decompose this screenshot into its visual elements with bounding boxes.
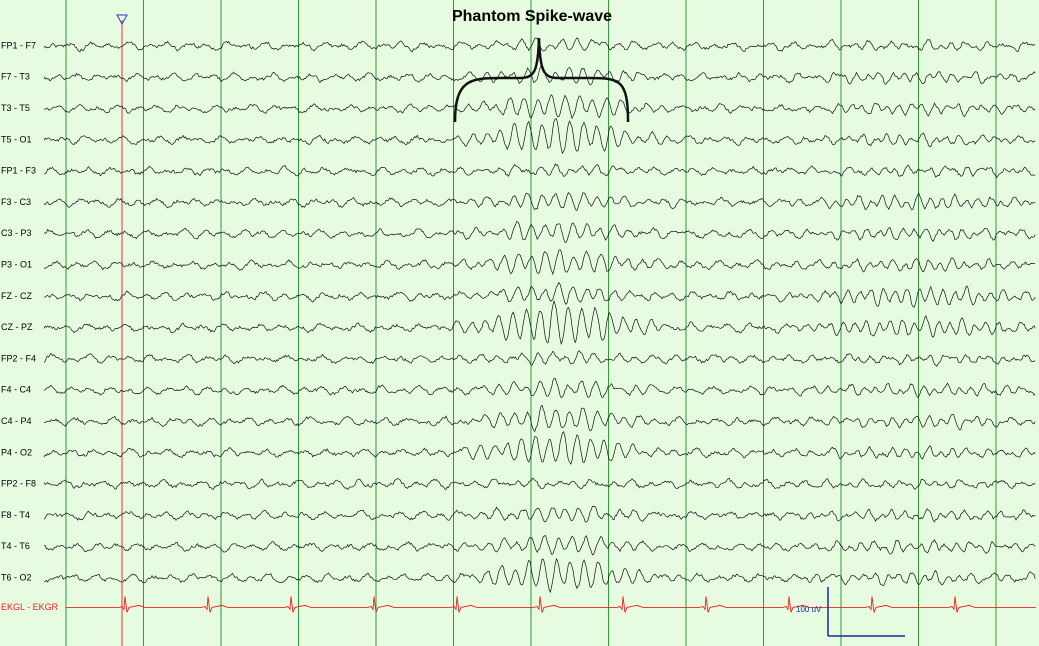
eeg-trace: [43, 350, 1036, 367]
eeg-trace: [43, 299, 1036, 346]
channel-label: C3 - P3: [1, 228, 32, 238]
channel-label: F8 - T4: [1, 510, 30, 520]
channel-label: T3 - T5: [1, 103, 30, 113]
channel-label: T5 - O1: [1, 134, 32, 144]
eeg-trace: [43, 163, 1036, 179]
eeg-trace: [43, 65, 1036, 86]
eeg-trace: [43, 431, 1036, 465]
channel-label: FP1 - F7: [1, 40, 36, 50]
channel-label: T6 - O2: [1, 572, 32, 582]
channel-label: F3 - C3: [1, 197, 31, 207]
channel-label: FZ - CZ: [1, 291, 32, 301]
eeg-trace: [43, 118, 1036, 155]
channel-label: P4 - O2: [1, 447, 32, 457]
eeg-trace: [43, 192, 1036, 212]
channel-label: F4 - C4: [1, 385, 31, 395]
eeg-trace: [43, 281, 1036, 308]
annotation-brace: [453, 37, 630, 123]
eeg-trace: [43, 477, 1036, 491]
channel-label: P3 - O1: [1, 259, 32, 269]
channel-label: EKGL - EKGR: [1, 602, 59, 612]
channel-label: FP1 - F3: [1, 166, 36, 176]
eeg-trace: [43, 535, 1036, 556]
eeg-trace: [43, 557, 1036, 594]
channel-label: FP2 - F8: [1, 479, 36, 489]
eeg-trace: [43, 505, 1036, 523]
cursor-marker[interactable]: [116, 14, 128, 26]
eeg-trace: [43, 220, 1036, 243]
traces: FP1 - F7 F7 - T3 T3 - T5 T5 - O1 FP1 - F3 F3 …: [1, 37, 1036, 613]
annotation-title: Phantom Spike-wave: [452, 8, 612, 25]
eeg-trace: [43, 94, 1036, 120]
eeg-trace: [43, 248, 1036, 276]
ekg-trace: [66, 596, 1036, 613]
channel-label: CZ - PZ: [1, 322, 33, 332]
eeg-trace: [43, 404, 1036, 433]
channel-label: FP2 - F4: [1, 353, 36, 363]
channel-label: T4 - T6: [1, 541, 30, 551]
channel-label: F7 - T3: [1, 72, 30, 82]
channel-label: C4 - P4: [1, 416, 32, 426]
eeg-trace: [43, 377, 1036, 399]
scale-label: 100 uV: [796, 605, 822, 614]
